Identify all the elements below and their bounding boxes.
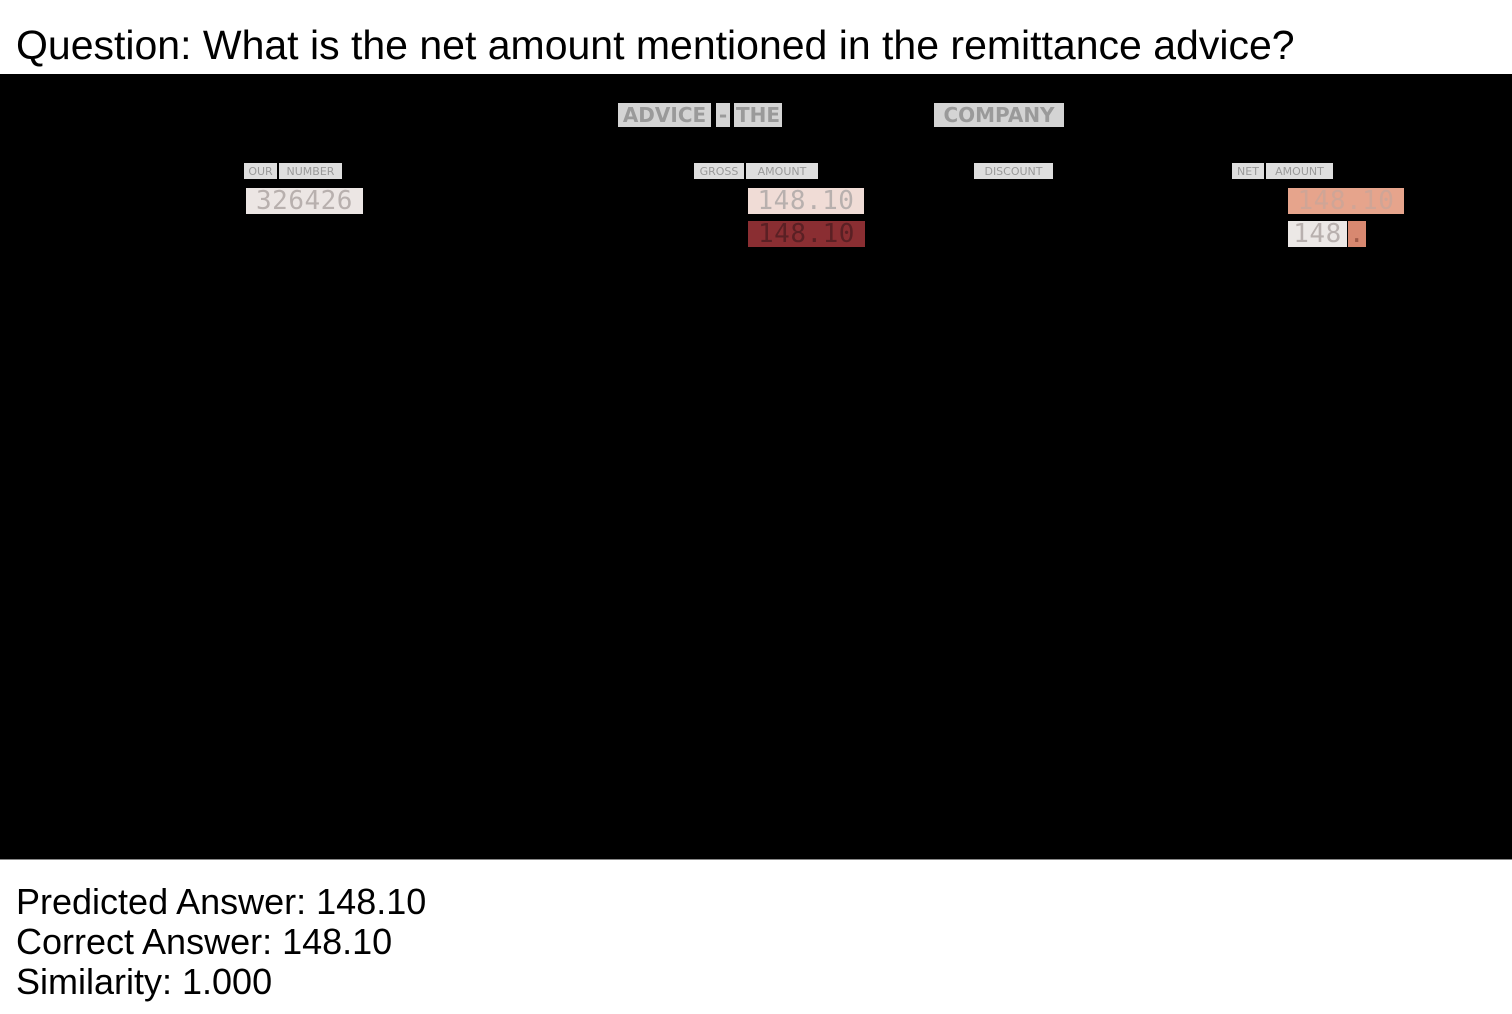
gross-amount-value-1: 148.10 xyxy=(748,188,864,214)
net-amount-value-1: 148.10 xyxy=(1288,188,1404,214)
title-word-advice: ADVICE xyxy=(618,103,711,127)
title-word-dash: - xyxy=(716,103,730,127)
header-amount-net: AMOUNT xyxy=(1266,163,1333,179)
our-number-value: 326426 xyxy=(246,188,363,214)
gross-amount-value-2: 148.10 xyxy=(748,221,865,247)
header-our: OUR xyxy=(244,163,277,179)
net-amount-value-2: 148 xyxy=(1288,221,1347,247)
net-amount-value-2-tail: . xyxy=(1348,221,1366,247)
header-net: NET xyxy=(1232,163,1264,179)
header-amount-gross: AMOUNT xyxy=(746,163,818,179)
results-block: Predicted Answer: 148.10 Correct Answer:… xyxy=(16,882,426,1002)
correct-answer: Correct Answer: 148.10 xyxy=(16,921,393,962)
similarity-score: Similarity: 1.000 xyxy=(16,961,273,1002)
predicted-answer: Predicted Answer: 148.10 xyxy=(16,881,427,922)
title-word-the: THE xyxy=(734,103,782,127)
header-discount: DISCOUNT xyxy=(974,163,1053,179)
title-word-company: COMPANY xyxy=(934,103,1064,127)
question-text: Question: What is the net amount mention… xyxy=(16,22,1295,68)
divider xyxy=(0,859,1512,860)
document-attention-map: ADVICE - THE COMPANY OUR NUMBER GROSS AM… xyxy=(0,74,1512,859)
header-number: NUMBER xyxy=(279,163,342,179)
header-gross: GROSS xyxy=(694,163,744,179)
